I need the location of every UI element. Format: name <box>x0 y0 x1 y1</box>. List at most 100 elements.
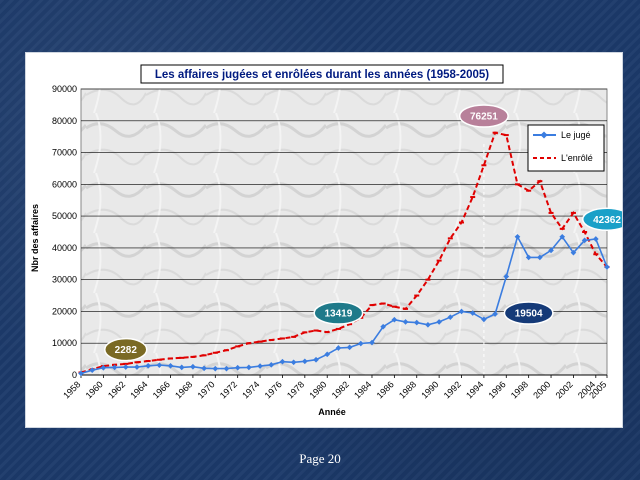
data-point-le-juge <box>391 316 398 323</box>
data-point-l-enrole <box>526 189 532 192</box>
data-point-l-enrole <box>391 305 397 308</box>
data-point-le-juge <box>481 316 487 323</box>
data-point-le-juge <box>369 339 375 346</box>
data-point-l-enrole <box>302 331 308 334</box>
data-point-le-juge <box>234 364 241 371</box>
data-point-le-juge <box>548 247 554 254</box>
data-point-l-enrole <box>514 183 520 186</box>
x-tick-label: 1998 <box>509 379 530 400</box>
data-point-l-enrole <box>201 354 207 357</box>
data-point-le-juge <box>246 364 252 371</box>
x-tick-label: 1976 <box>263 379 284 400</box>
legend: Le jugé L'enrôlé <box>527 124 605 172</box>
y-axis-label: Nbr des affaires <box>30 204 40 272</box>
annotation-label: 42362 <box>593 215 621 226</box>
x-tick-label: 1958 <box>61 379 82 400</box>
data-point-l-enrole <box>380 302 386 305</box>
y-tick-label: 40000 <box>52 243 77 253</box>
page-number: Page 20 <box>299 451 341 466</box>
x-tick-label: 1964 <box>128 379 149 400</box>
x-tick-label: 1996 <box>486 379 507 400</box>
chart-title-box: Les affaires jugées et enrôlées durant l… <box>140 64 504 84</box>
annotation-bubble <box>313 301 364 325</box>
data-point-le-juge <box>89 367 96 374</box>
data-point-l-enrole <box>123 362 129 365</box>
data-point-l-enrole <box>559 227 565 230</box>
data-point-l-enrole <box>324 331 330 334</box>
chart: 0 10000 20000 30000 40000 50000 60000 70000 8000… <box>30 64 622 417</box>
chart-title: Les affaires jugées et enrôlées durant l… <box>155 69 489 81</box>
data-point-le-juge <box>313 356 319 363</box>
data-point-l-enrole <box>246 342 252 345</box>
data-point-le-juge <box>167 362 174 369</box>
data-point-l-enrole <box>268 339 274 342</box>
x-tick-label: 1982 <box>330 379 351 400</box>
legend-item-le-juge: Le jugé <box>561 130 591 140</box>
x-tick-label: 1986 <box>375 379 396 400</box>
data-point-le-juge <box>425 321 431 328</box>
data-point-le-juge <box>156 362 163 368</box>
y-tick-label: 60000 <box>52 179 77 189</box>
x-tick-label: 1966 <box>151 379 172 400</box>
data-point-le-juge <box>346 344 353 351</box>
data-point-l-enrole <box>134 361 140 364</box>
data-point-l-enrole <box>168 357 174 360</box>
data-point-le-juge <box>111 364 118 371</box>
data-point-l-enrole <box>279 337 285 340</box>
data-point-l-enrole <box>470 196 476 199</box>
annotation-label: 19504 <box>515 309 543 320</box>
data-point-l-enrole <box>179 356 185 359</box>
data-point-l-enrole <box>503 134 509 137</box>
annotation-bubble <box>503 301 554 325</box>
x-tick-label: 2002 <box>554 379 575 400</box>
y-tick-label: 0 <box>72 370 77 380</box>
data-point-le-juge <box>570 249 577 256</box>
data-point-le-juge <box>413 319 420 326</box>
data-point-l-enrole <box>492 131 498 134</box>
y-tick-label: 80000 <box>52 116 77 126</box>
data-point-l-enrole <box>537 180 543 183</box>
y-tick-label: 10000 <box>52 338 77 348</box>
data-point-l-enrole <box>313 329 319 332</box>
data-point-l-enrole <box>156 358 162 361</box>
data-point-le-juge <box>447 314 454 320</box>
x-tick-label: 1970 <box>195 379 216 400</box>
y-tick-label: 70000 <box>52 148 77 158</box>
data-point-le-juge <box>290 359 297 366</box>
data-point-le-juge <box>592 236 599 242</box>
data-point-l-enrole <box>447 237 453 240</box>
annotation-bubble <box>458 104 509 128</box>
data-point-le-juge <box>279 358 286 365</box>
data-point-l-enrole <box>257 340 263 343</box>
data-point-l-enrole <box>425 278 431 281</box>
x-tick-label: 1988 <box>397 379 418 400</box>
data-point-le-juge <box>268 362 275 368</box>
data-point-le-juge <box>357 340 364 347</box>
x-tick-label: 1972 <box>218 379 239 400</box>
data-point-l-enrole <box>369 304 375 307</box>
x-tick-label: 1962 <box>106 379 127 400</box>
chart-frame: 0 10000 20000 30000 40000 50000 60000 70000 8000… <box>25 52 623 428</box>
data-point-l-enrole <box>403 307 409 310</box>
annotations: 2282 13419 76251 19504 42362 <box>104 104 622 362</box>
x-tick-label: 1992 <box>442 379 463 400</box>
data-point-le-juge <box>145 362 151 369</box>
data-point-le-juge <box>302 358 308 365</box>
y-tick-label: 50000 <box>52 211 77 221</box>
x-axis-label: Année <box>318 407 346 417</box>
data-point-le-juge <box>122 364 129 370</box>
data-point-l-enrole <box>291 335 297 338</box>
data-point-le-juge <box>525 254 532 261</box>
series <box>78 131 610 377</box>
x-tick-label: 1978 <box>285 379 306 400</box>
y-tick-label: 20000 <box>52 306 77 316</box>
data-point-le-juge <box>581 237 588 244</box>
x-tick-label: 1994 <box>464 379 485 400</box>
x-tick-label: 1984 <box>352 379 373 400</box>
data-point-l-enrole <box>570 211 576 214</box>
data-point-le-juge <box>492 311 498 317</box>
annotation-label: 2282 <box>115 345 138 356</box>
annotation-label: 13419 <box>324 309 352 320</box>
data-point-le-juge <box>380 323 386 330</box>
x-tick-label: 1968 <box>173 379 194 400</box>
